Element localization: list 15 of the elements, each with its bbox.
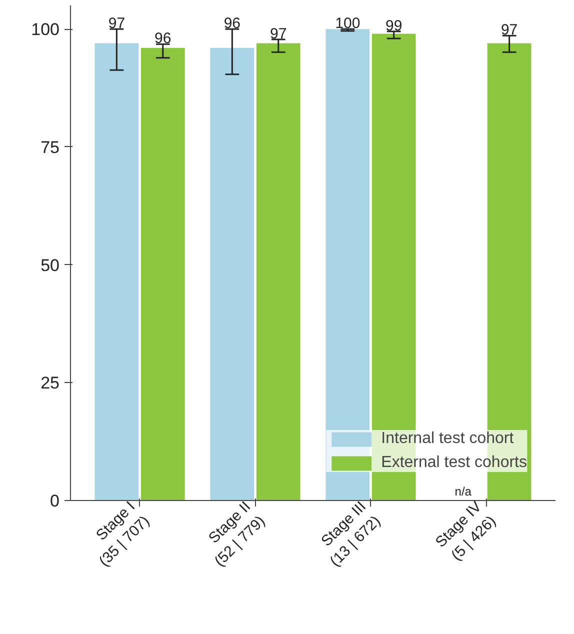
y-tick-label: 100 bbox=[31, 20, 60, 40]
legend-label: External test cohorts bbox=[381, 454, 527, 472]
y-tick-label: 25 bbox=[40, 374, 60, 393]
data-label: 96 bbox=[154, 30, 172, 48]
legend-label: Internal test cohort bbox=[381, 430, 514, 448]
data-label: 96 bbox=[224, 15, 241, 32]
data-label: 97 bbox=[108, 15, 126, 32]
y-tick-label: 50 bbox=[40, 256, 60, 275]
y-tick-label: 0 bbox=[50, 492, 60, 510]
data-label: 100 bbox=[335, 15, 360, 32]
data-label: 99 bbox=[385, 17, 402, 34]
annotation: n/a bbox=[454, 484, 472, 498]
data-label: 97 bbox=[270, 25, 287, 42]
y-tick-label: 75 bbox=[40, 138, 60, 157]
data-label: 97 bbox=[500, 22, 518, 39]
